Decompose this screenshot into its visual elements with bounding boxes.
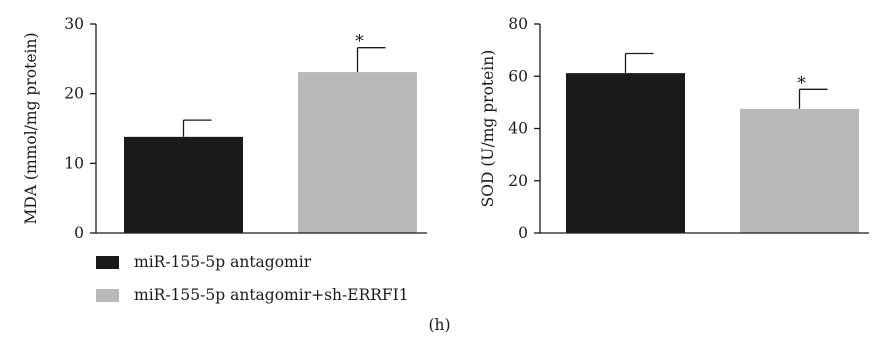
mda-significance-2: * (355, 32, 364, 52)
legend-swatch-antagomir (96, 255, 119, 269)
legend-item-antagomir: miR-155-5p antagomir (96, 252, 409, 272)
legend-swatch-antagomir-sh-errfi1 (96, 288, 119, 302)
sod-tick-label-60: 60 (508, 67, 528, 85)
mda-tick-label-30: 30 (64, 15, 84, 33)
sod-tick-label-0: 0 (518, 224, 528, 242)
mda-tick-label-20: 20 (64, 85, 84, 103)
sod-bar-2 (740, 108, 859, 233)
sod-tick-label-80: 80 (508, 15, 528, 33)
panel-label: (h) (428, 316, 451, 334)
mda-bar-1 (124, 136, 243, 233)
legend-item-antagomir-sh-errfi1: miR-155-5p antagomir+sh-ERRFI1 (96, 285, 409, 305)
legend-label-antagomir: miR-155-5p antagomir (134, 253, 312, 271)
mda-tick-label-0: 0 (74, 224, 84, 242)
sod-tick-label-20: 20 (508, 172, 528, 190)
sod-bar-1 (566, 73, 685, 234)
sod-y-axis-label: SOD (U/mg protein) (479, 50, 497, 208)
mda-bar-2 (298, 72, 417, 233)
mda-y-axis-label: MDA (mmol/mg protein) (22, 33, 40, 225)
legend: miR-155-5p antagomir miR-155-5p antagomi… (96, 252, 409, 318)
legend-label-antagomir-sh-errfi1: miR-155-5p antagomir+sh-ERRFI1 (134, 286, 409, 304)
sod-significance-2: * (797, 73, 806, 93)
mda-tick-label-10: 10 (64, 154, 84, 172)
sod-tick-label-40: 40 (508, 120, 528, 138)
